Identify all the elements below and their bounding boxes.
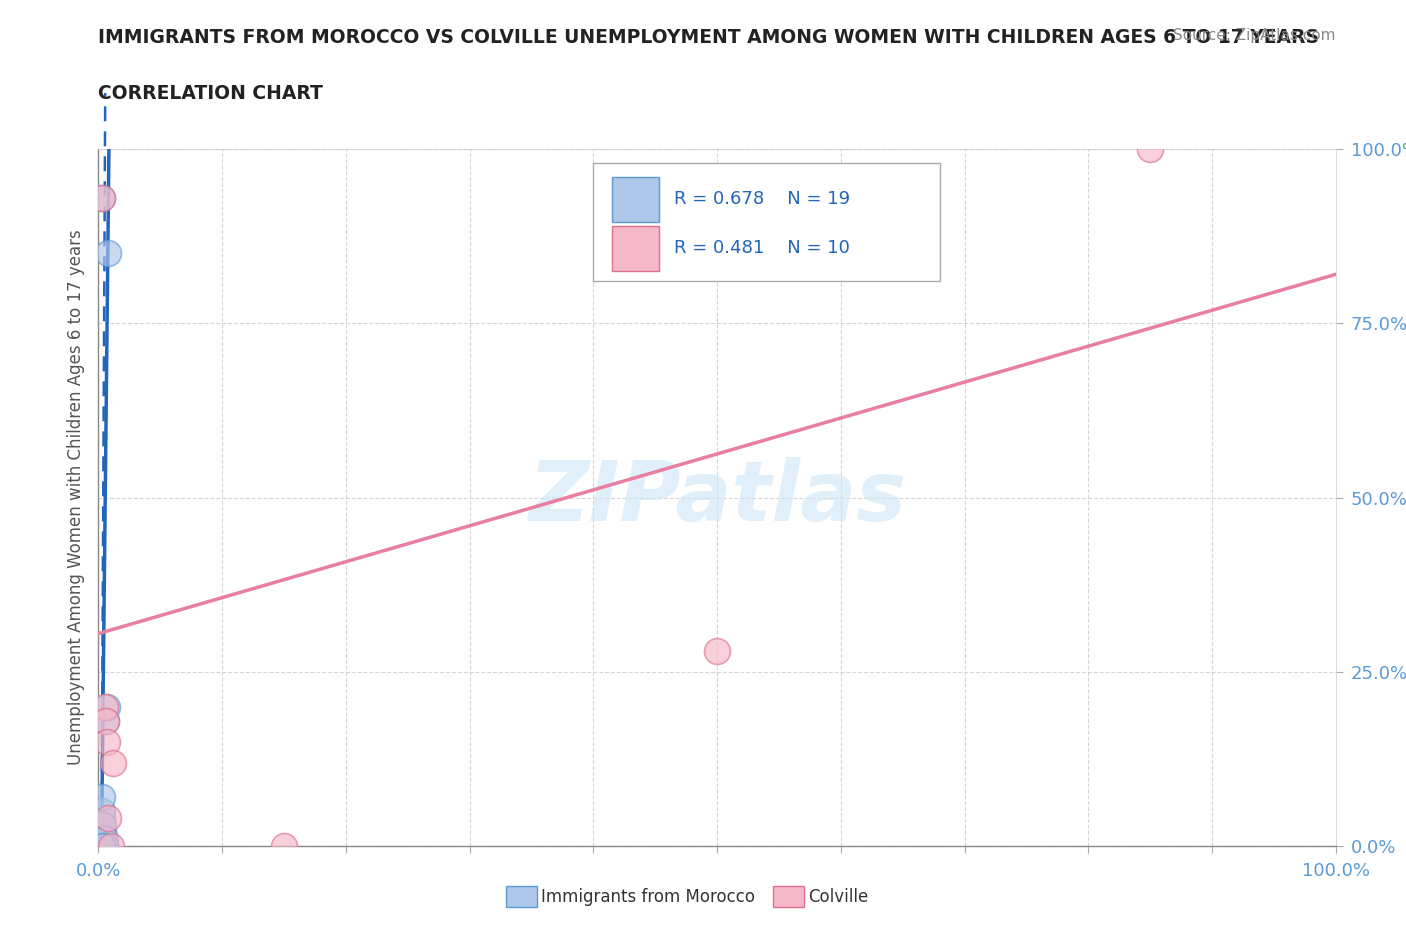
Point	[273, 839, 295, 854]
Point	[91, 825, 114, 840]
Point	[93, 699, 115, 714]
Point	[93, 818, 115, 833]
Point	[93, 832, 115, 847]
Point	[97, 246, 120, 261]
Point	[96, 735, 118, 750]
Point	[91, 811, 114, 826]
Y-axis label: Unemployment Among Women with Children Ages 6 to 17 years: Unemployment Among Women with Children A…	[66, 230, 84, 765]
Point	[94, 713, 117, 728]
Point	[91, 832, 114, 847]
Text: Immigrants from Morocco: Immigrants from Morocco	[541, 887, 755, 906]
Point	[93, 839, 115, 854]
Point	[91, 191, 114, 206]
Point	[103, 755, 125, 770]
Point	[97, 811, 120, 826]
Bar	[612, 177, 659, 222]
Point	[91, 818, 114, 833]
Point	[91, 804, 114, 819]
Text: R = 0.678    N = 19: R = 0.678 N = 19	[673, 190, 849, 208]
Point	[91, 191, 114, 206]
Point	[91, 790, 114, 805]
Text: Colville: Colville	[808, 887, 869, 906]
Point	[96, 699, 118, 714]
Point	[91, 839, 114, 854]
Point	[93, 832, 115, 847]
FancyBboxPatch shape	[593, 163, 939, 282]
Point	[91, 839, 114, 854]
Text: CORRELATION CHART: CORRELATION CHART	[98, 84, 323, 102]
Point	[93, 825, 115, 840]
Text: Source: ZipAtlas.com: Source: ZipAtlas.com	[1173, 28, 1336, 43]
Point	[93, 839, 115, 854]
Point	[93, 839, 115, 854]
Text: ZIPatlas: ZIPatlas	[529, 457, 905, 538]
Point	[1139, 141, 1161, 156]
Point	[100, 839, 122, 854]
Point	[94, 713, 117, 728]
Text: R = 0.481    N = 10: R = 0.481 N = 10	[673, 239, 849, 257]
Text: IMMIGRANTS FROM MOROCCO VS COLVILLE UNEMPLOYMENT AMONG WOMEN WITH CHILDREN AGES : IMMIGRANTS FROM MOROCCO VS COLVILLE UNEM…	[98, 28, 1319, 46]
Bar	[612, 226, 659, 271]
Point	[706, 644, 728, 658]
